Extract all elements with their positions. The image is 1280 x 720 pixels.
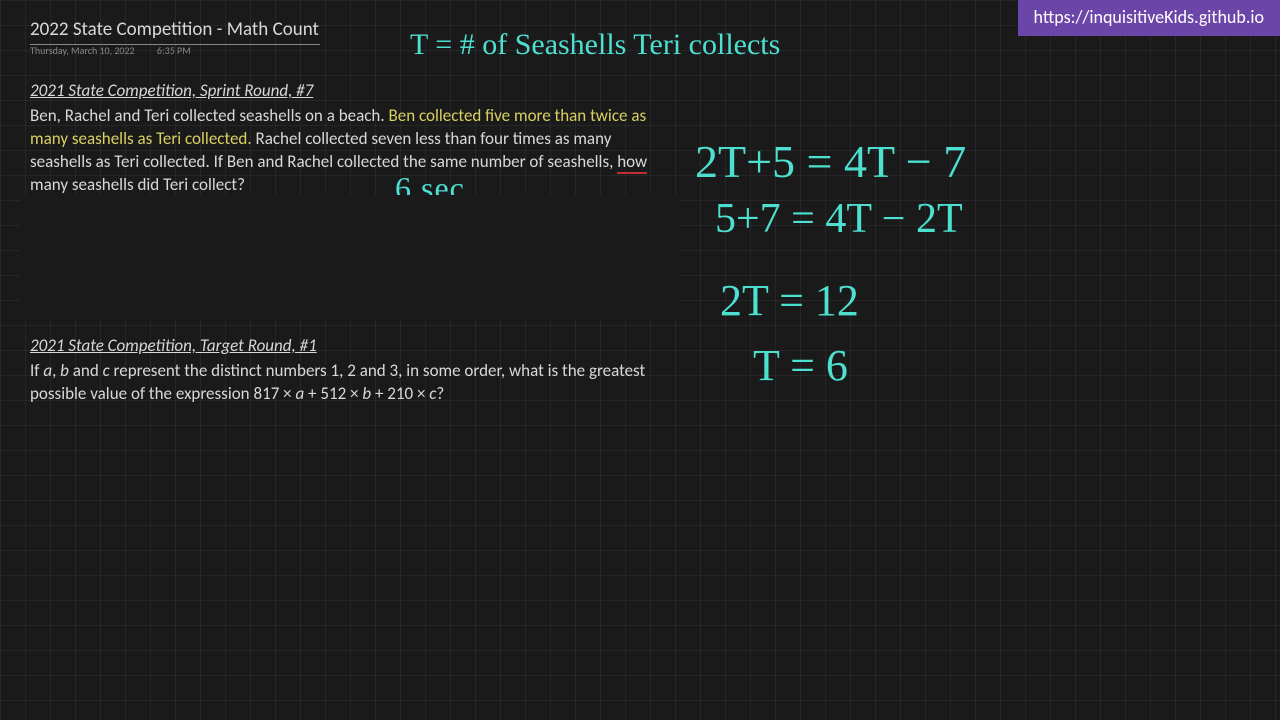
handwriting-eq-3: 2T = 12 bbox=[720, 275, 859, 326]
problem-1-text: Ben, Rachel and Teri collected seashells… bbox=[30, 105, 660, 197]
handwriting-definition: T = # of Seashells Teri collects bbox=[410, 28, 780, 62]
mask-region bbox=[20, 195, 680, 320]
p2-var-b: b bbox=[60, 360, 69, 381]
handwriting-eq-2: 5+7 = 4T − 2T bbox=[715, 195, 963, 243]
problem-1-plain-1: Ben, Rachel and Teri collected seashells… bbox=[30, 105, 388, 126]
problem-2: 2021 State Competition, Target Round, #1… bbox=[30, 335, 670, 406]
problem-1-heading: 2021 State Competition, Sprint Round, #7 bbox=[30, 80, 660, 101]
p2-var-b2: b bbox=[362, 383, 371, 404]
p2-f: + 210 × bbox=[371, 383, 429, 404]
p2-b: , bbox=[52, 360, 60, 381]
p2-e: + 512 × bbox=[304, 383, 362, 404]
url-badge[interactable]: https://inquisitiveKids.github.io bbox=[1018, 0, 1280, 36]
p2-var-c: c bbox=[103, 360, 110, 381]
problem-1: 2021 State Competition, Sprint Round, #7… bbox=[30, 80, 660, 197]
problem-2-heading: 2021 State Competition, Target Round, #1 bbox=[30, 335, 670, 356]
p2-var-a2: a bbox=[295, 383, 304, 404]
p2-a: If bbox=[30, 360, 43, 381]
problem-2-text: If a, b and c represent the distinct num… bbox=[30, 360, 670, 406]
p2-c: and bbox=[69, 360, 103, 381]
page-title: 2022 State Competition - Math Count bbox=[30, 18, 320, 45]
page-time: 6:35 PM bbox=[157, 44, 191, 57]
p2-g: ? bbox=[436, 383, 444, 404]
page-date: Thursday, March 10, 2022 bbox=[30, 44, 135, 57]
handwriting-eq-1: 2T+5 = 4T − 7 bbox=[695, 135, 966, 188]
handwriting-eq-4: T = 6 bbox=[753, 340, 848, 391]
p2-var-a: a bbox=[43, 360, 52, 381]
page-meta: Thursday, March 10, 2022 6:35 PM bbox=[30, 44, 211, 57]
